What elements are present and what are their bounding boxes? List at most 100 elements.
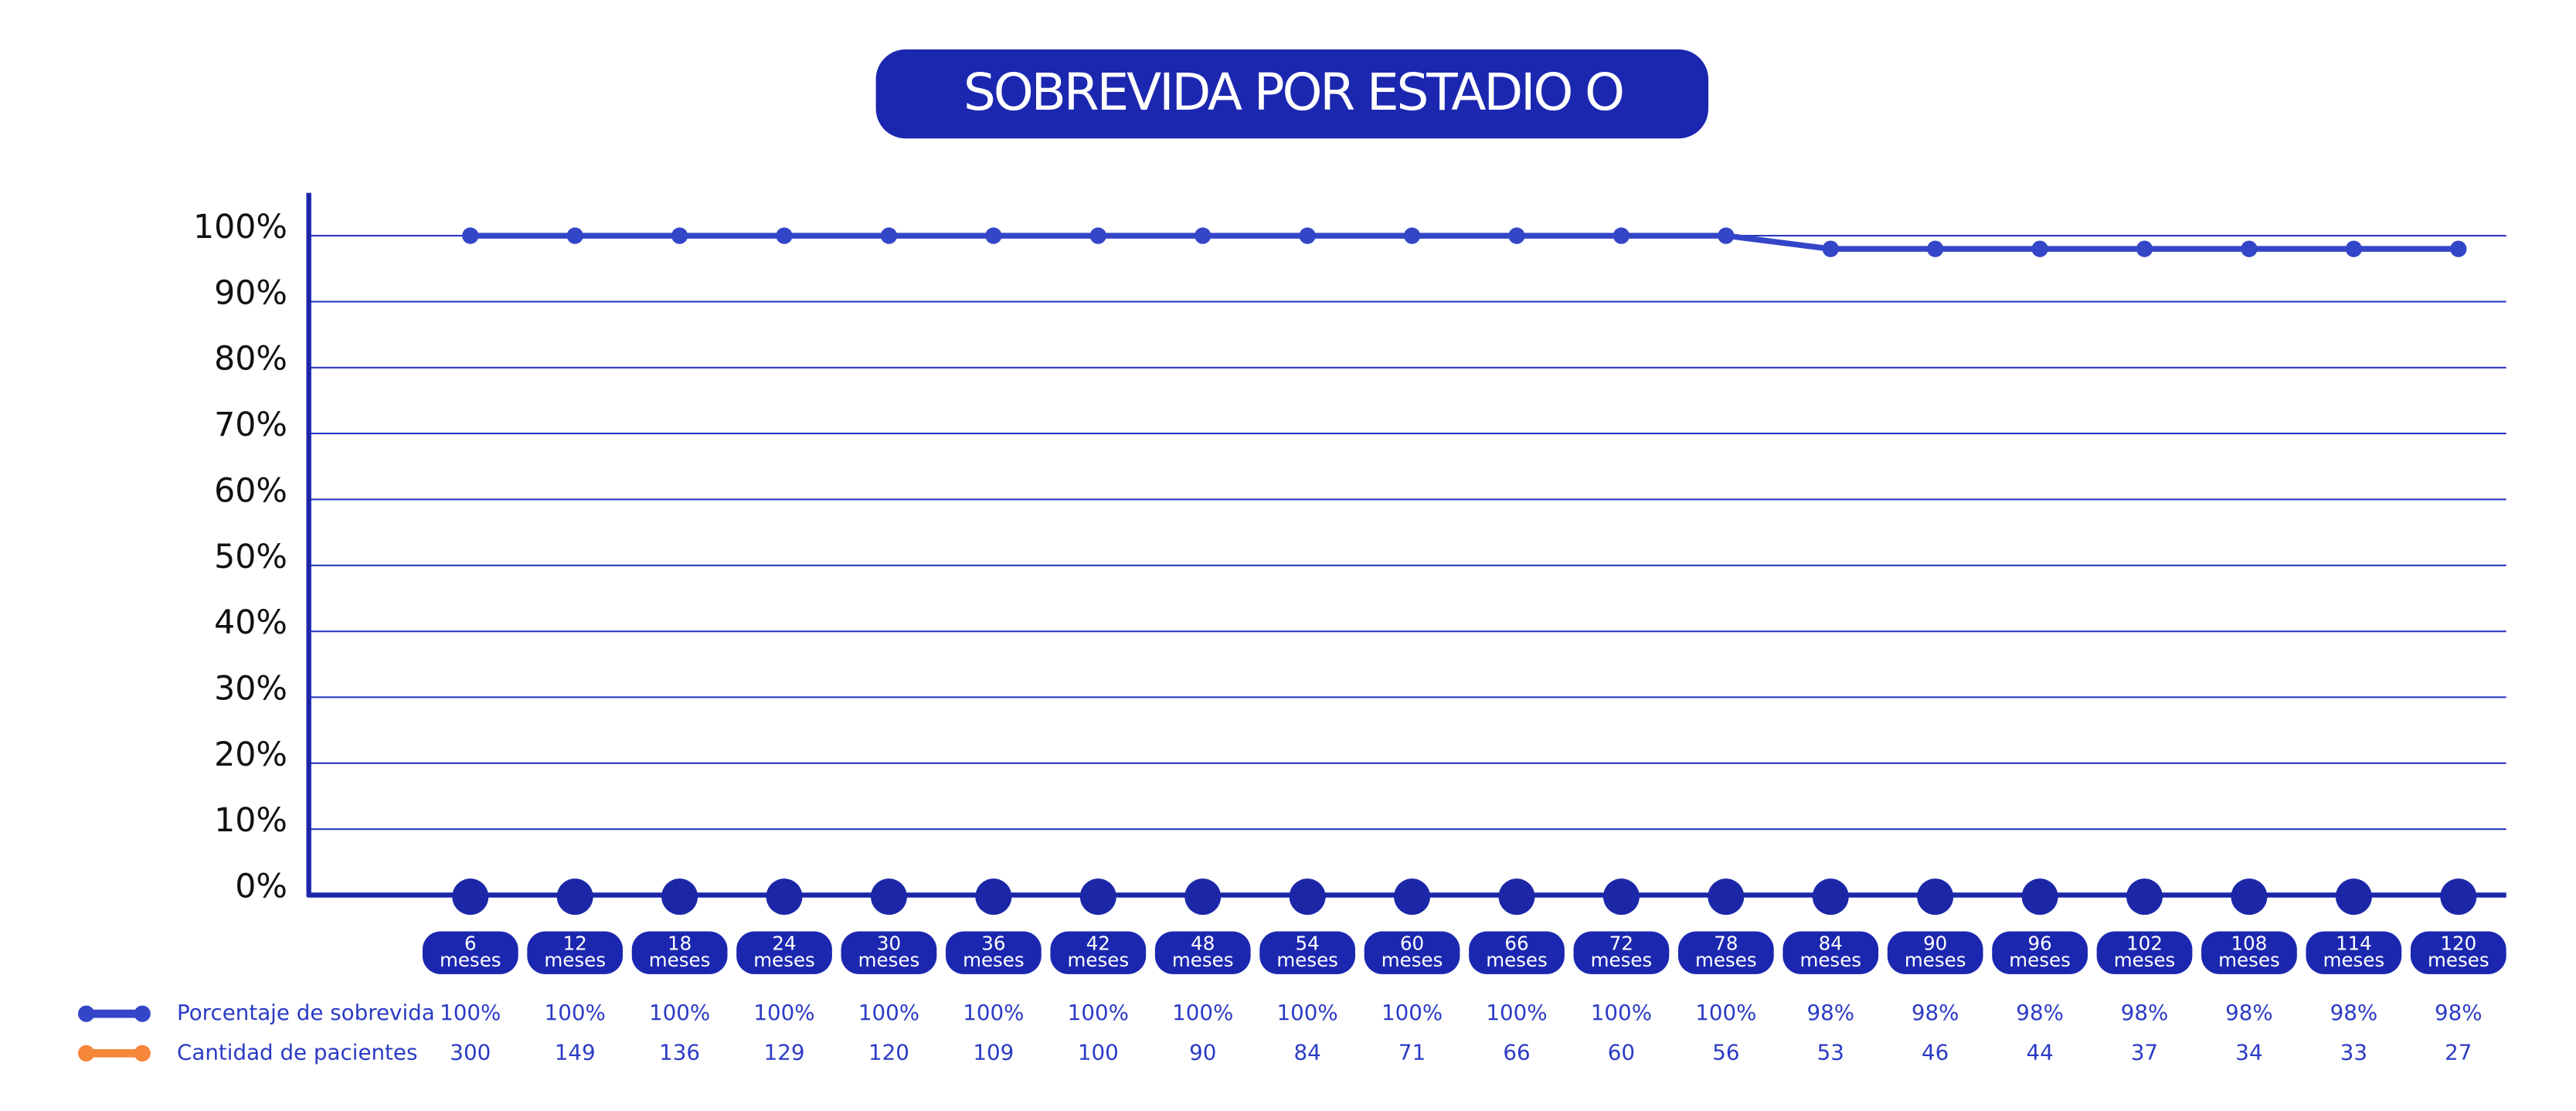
category-marker — [1079, 878, 1116, 916]
category-marker — [975, 878, 1012, 916]
x-tick-label: 72 meses — [1591, 933, 1653, 971]
x-tick-line: 54 — [1296, 933, 1320, 955]
x-tick-line: 12 — [563, 933, 587, 955]
table-value: 98% — [2121, 1000, 2169, 1025]
legend-label: Porcentaje de sobrevida — [177, 1000, 435, 1025]
table-value: 37 — [2131, 1039, 2158, 1065]
table-value: 100% — [649, 1000, 710, 1025]
table-value: 100% — [440, 1000, 501, 1025]
table-value: 100% — [1277, 1000, 1338, 1025]
x-tick-line: meses — [1905, 949, 1966, 971]
x-tick-line: meses — [2114, 949, 2176, 971]
y-tick-label: 70% — [214, 406, 287, 444]
table-value: 120 — [868, 1039, 909, 1065]
x-tick-line: 36 — [981, 933, 1005, 955]
y-tick-label: 10% — [214, 801, 287, 840]
x-tick-line: 24 — [772, 933, 796, 955]
series-point — [1508, 227, 1525, 244]
table-value: 100% — [1381, 1000, 1443, 1025]
x-tick-label: 18 meses — [649, 933, 711, 971]
x-tick-label: 48 meses — [1172, 933, 1234, 971]
category-marker — [2021, 878, 2058, 916]
x-tick-line: 96 — [2028, 933, 2052, 955]
x-tick-line: meses — [1068, 949, 1130, 971]
x-tick-line: meses — [2218, 949, 2280, 971]
series-point — [1089, 227, 1106, 244]
table-value: 136 — [659, 1039, 700, 1065]
category-marker — [1394, 878, 1431, 916]
table-value: 56 — [1712, 1039, 1739, 1065]
category-pill — [736, 931, 832, 974]
x-tick-line: 78 — [1714, 933, 1738, 955]
y-tick-label: 50% — [214, 538, 287, 576]
x-tick-line: 90 — [1923, 933, 1947, 955]
x-tick-label: 24 meses — [753, 933, 815, 971]
x-tick-line: meses — [1276, 949, 1338, 971]
y-tick-label: 100% — [193, 208, 287, 246]
chart-title: SOBREVIDA POR ESTADIO O — [963, 63, 1623, 122]
category-marker — [661, 878, 698, 916]
table-value: 100% — [858, 1000, 919, 1025]
x-tick-line: 72 — [1609, 933, 1633, 955]
x-tick-label: 78 meses — [1695, 933, 1757, 971]
series-point — [566, 227, 583, 244]
x-tick-line: 42 — [1086, 933, 1110, 955]
series-point — [1718, 227, 1735, 244]
category-marker — [2440, 878, 2477, 916]
y-tick-label: 80% — [214, 340, 287, 379]
x-tick-line: meses — [858, 949, 920, 971]
x-tick-line: meses — [2009, 949, 2071, 971]
table-value: 109 — [973, 1039, 1014, 1065]
category-pill — [2096, 931, 2193, 974]
x-tick-label: 96 meses — [2009, 933, 2071, 971]
x-tick-line: 102 — [2126, 933, 2163, 955]
x-tick-line: 120 — [2440, 933, 2476, 955]
table-value: 100% — [545, 1000, 606, 1025]
category-marker — [1917, 878, 1954, 916]
x-tick-line: meses — [1486, 949, 1548, 971]
x-tick-line: 30 — [877, 933, 901, 955]
x-tick-label: 84 meses — [1799, 933, 1861, 971]
table-value: 33 — [2340, 1039, 2367, 1065]
x-tick-line: 18 — [668, 933, 692, 955]
category-pill — [2410, 931, 2506, 974]
category-marker — [870, 878, 907, 916]
category-marker — [1708, 878, 1745, 916]
table-value: 100% — [1695, 1000, 1756, 1025]
series-point — [2031, 240, 2048, 257]
y-tick-label: 20% — [214, 736, 287, 774]
category-pill — [1469, 931, 1565, 974]
category-pill — [1154, 931, 1251, 974]
series-line — [470, 233, 2459, 252]
category-marker — [1812, 878, 1849, 916]
category-pill — [1259, 931, 1356, 974]
legend-dot — [134, 1045, 151, 1062]
x-tick-line: meses — [1799, 949, 1861, 971]
series-point — [1299, 227, 1316, 244]
table-value: 129 — [764, 1039, 805, 1065]
series-point — [2136, 240, 2153, 257]
category-pill — [946, 931, 1042, 974]
title-pill — [875, 49, 1709, 139]
category-marker — [2126, 878, 2163, 916]
category-pill — [1050, 931, 1147, 974]
category-pill — [2201, 931, 2297, 974]
series-point — [1822, 240, 1839, 257]
table-value: 34 — [2235, 1039, 2262, 1065]
table-value: 84 — [1294, 1039, 1321, 1065]
x-tick-line: meses — [2428, 949, 2489, 971]
category-marker — [452, 878, 489, 916]
category-pill — [527, 931, 624, 974]
series-point — [2450, 240, 2467, 257]
x-tick-line: meses — [1695, 949, 1757, 971]
series-point — [880, 227, 898, 244]
category-marker — [1602, 878, 1640, 916]
series-point — [1927, 240, 1944, 257]
table-value: 100% — [963, 1000, 1024, 1025]
y-tick-label: 90% — [214, 274, 287, 312]
x-tick-line: meses — [1381, 949, 1443, 971]
category-pill — [1782, 931, 1879, 974]
x-tick-line: meses — [1172, 949, 1234, 971]
table-value: 98% — [2016, 1000, 2064, 1025]
